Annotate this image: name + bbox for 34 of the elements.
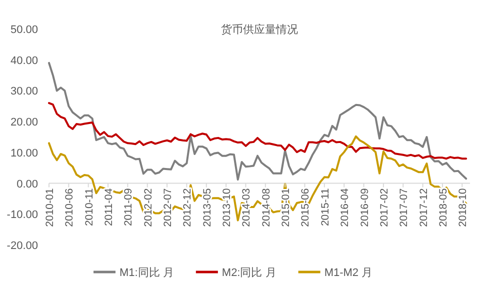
- x-tick-label: 2012-02: [142, 188, 154, 227]
- chart-title: 货币供应量情况: [221, 23, 298, 36]
- y-tick-label: -10.00: [6, 209, 38, 222]
- x-tick-label: 2013-05: [201, 188, 214, 227]
- y-tick-label: 10.00: [10, 147, 38, 160]
- x-tick-label: 2015-06: [300, 188, 312, 227]
- x-tick-label: 2015-11: [319, 188, 332, 226]
- x-tick-label: 2018-05: [437, 188, 450, 227]
- y-tick-label: 0.00: [16, 178, 38, 190]
- x-tick-label: 2010-01: [44, 188, 56, 227]
- legend-label: M2:同比 月: [222, 266, 276, 279]
- x-tick-label: 2014-03: [240, 188, 253, 227]
- x-tick-label: 2016-04: [339, 188, 352, 227]
- x-tick-label: 2017-07: [398, 188, 410, 227]
- x-tick-label: 2012-07: [162, 188, 174, 227]
- legend-label: M1:同比 月: [120, 266, 174, 279]
- y-tick-label: 40.00: [10, 54, 38, 67]
- x-tick-label: 2017-02: [378, 188, 390, 227]
- x-tick-label: 2015-01: [280, 188, 292, 227]
- legend-label: M1-M2 月: [324, 267, 373, 279]
- x-tick-label: 2013-10: [221, 188, 234, 227]
- x-tick-label: 2010-06: [64, 188, 76, 227]
- x-tick-label: 2017-12: [418, 188, 430, 227]
- x-tick-label: 2016-09: [358, 188, 371, 227]
- x-tick-label: 2012-12: [182, 188, 194, 227]
- x-tick-label: 2011-09: [122, 188, 135, 226]
- x-tick-label: 2011-04: [103, 188, 116, 226]
- y-tick-label: 50.00: [10, 24, 38, 36]
- y-tick-label: 30.00: [10, 86, 38, 98]
- x-tick-label: 2018-10: [457, 188, 470, 227]
- x-tick-label: 2010-11: [83, 188, 96, 226]
- y-tick-label: -20.00: [6, 240, 38, 252]
- y-tick-label: 20.00: [10, 116, 38, 129]
- x-tick-label: 2014-08: [260, 188, 272, 227]
